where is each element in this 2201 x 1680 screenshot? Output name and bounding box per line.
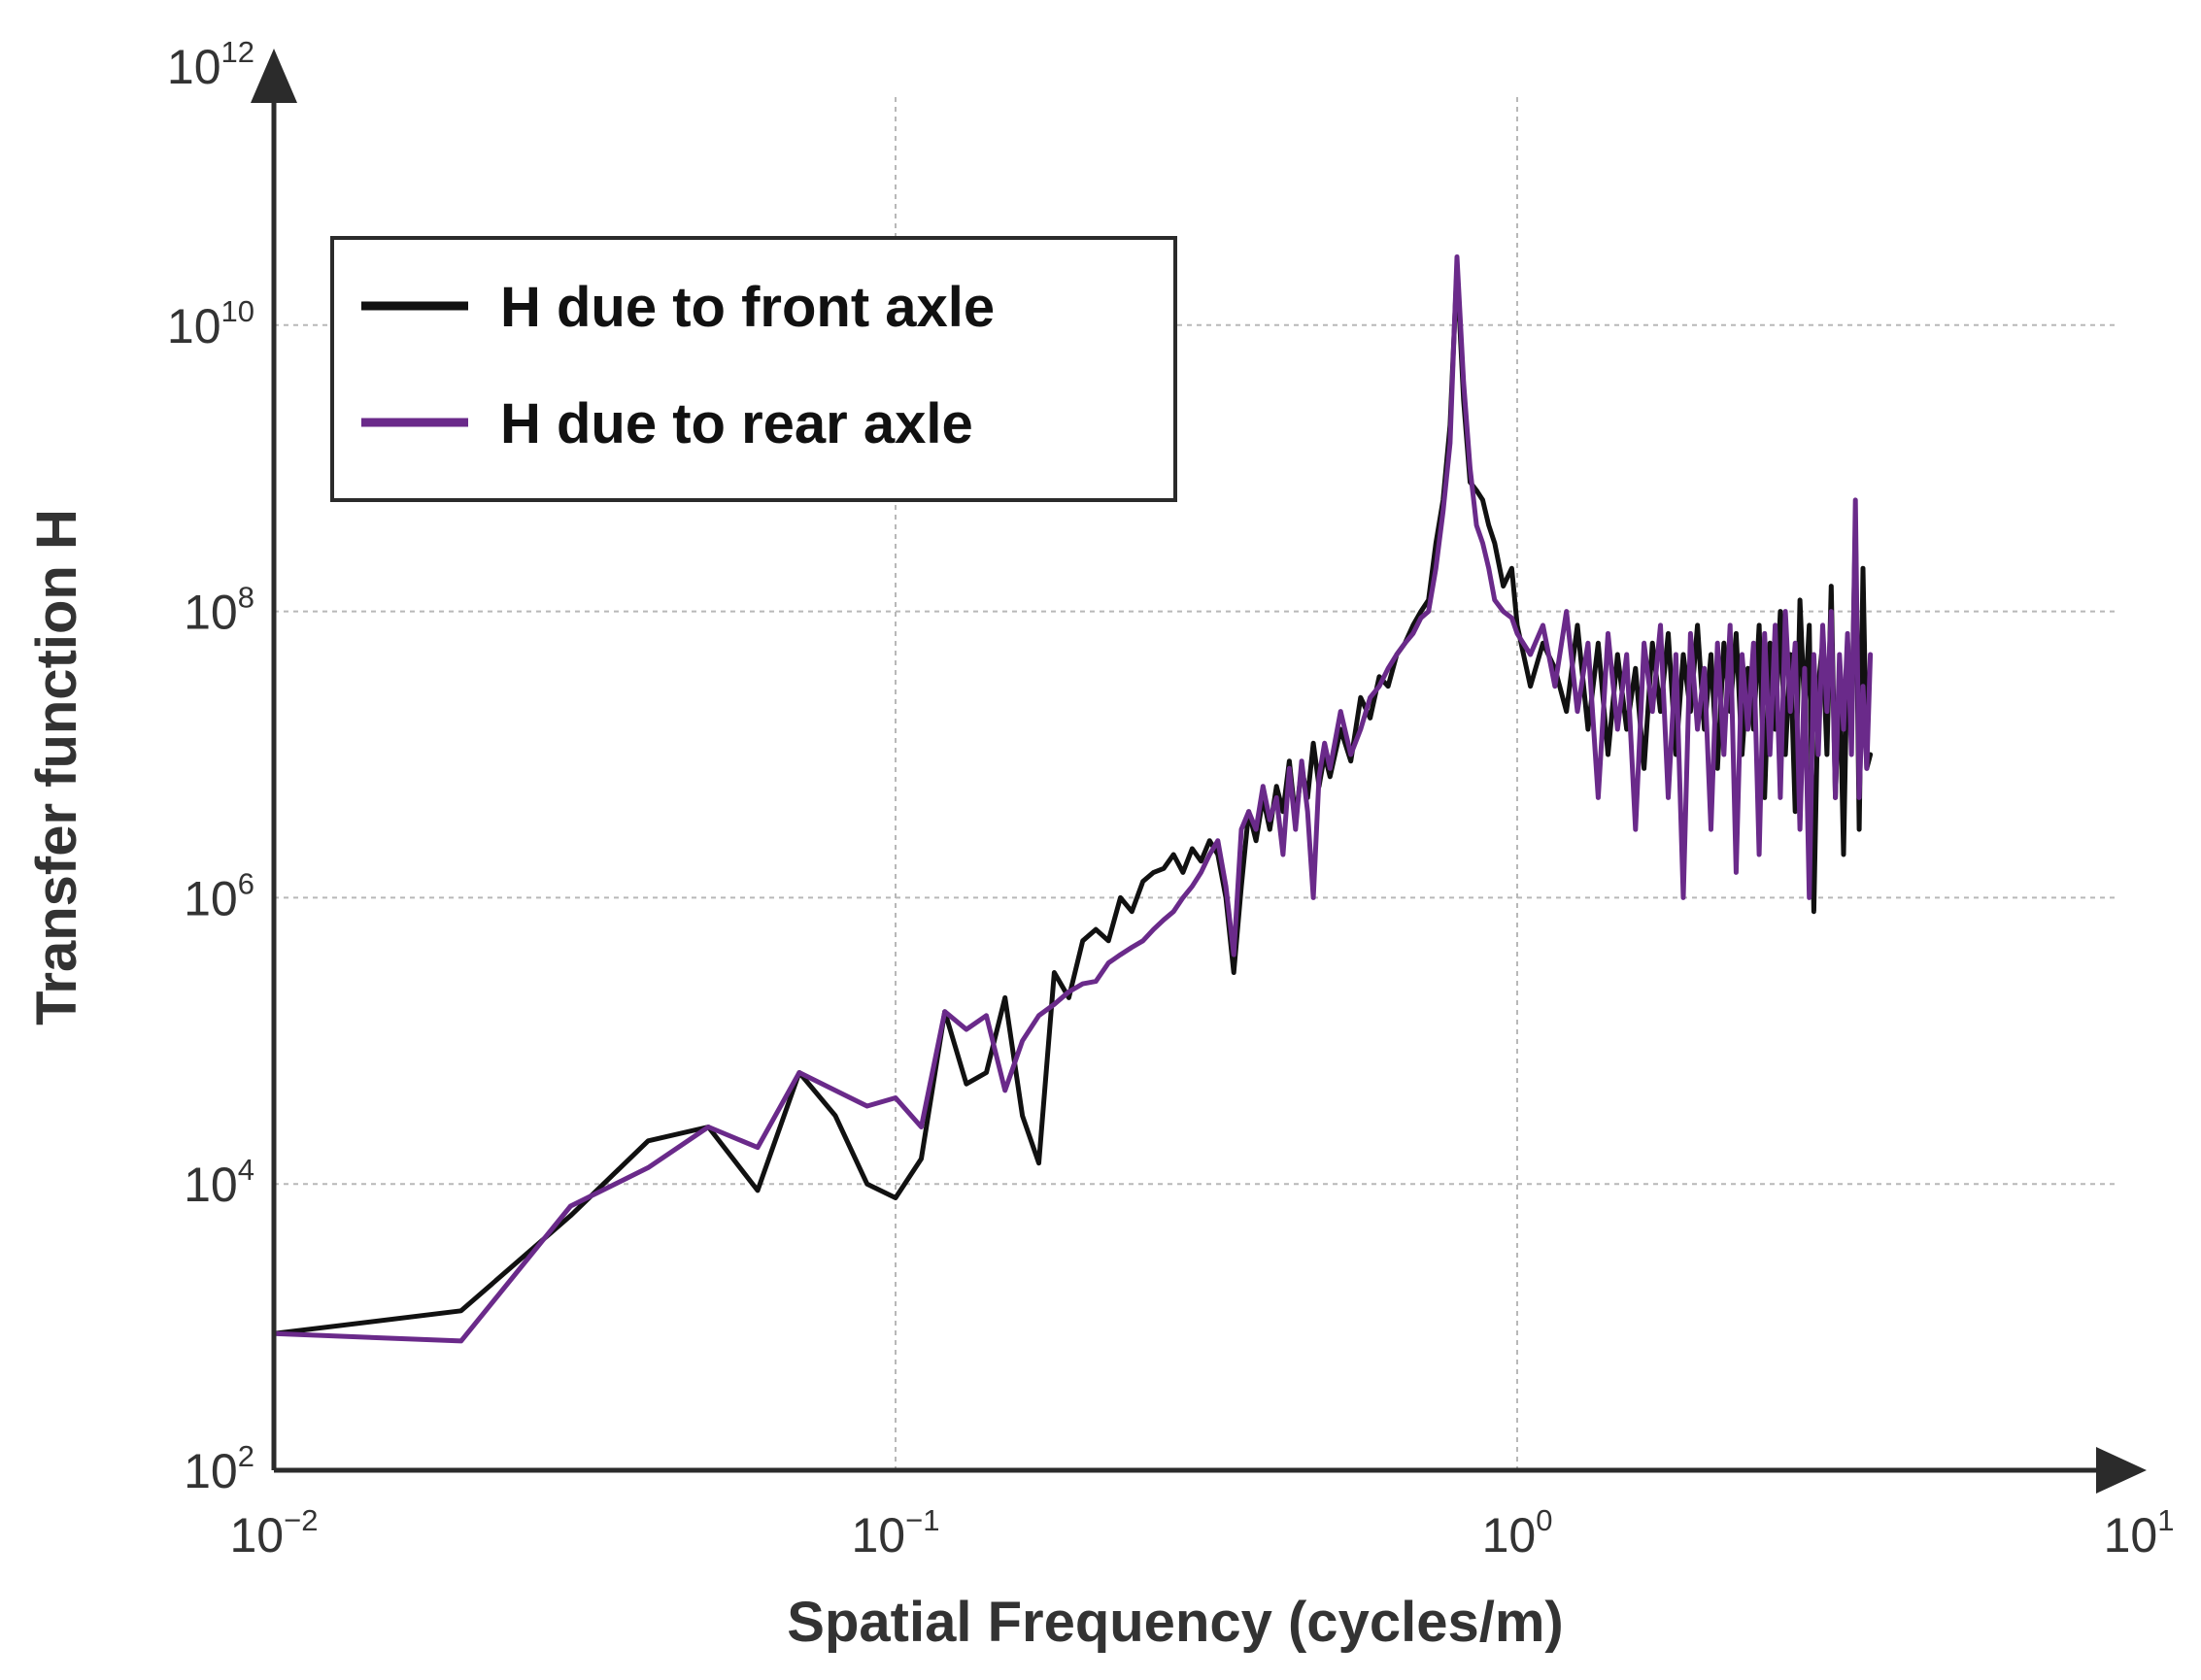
x-axis-title: Spatial Frequency (cycles/m): [787, 1591, 1563, 1654]
y-tick-label: 104: [184, 1153, 254, 1212]
legend: H due to front axle H due to rear axle: [330, 236, 1177, 502]
x-tick-labels: 10−2 10−1 100 101: [230, 1503, 2175, 1562]
legend-label-rear-axle: H due to rear axle: [500, 392, 973, 455]
y-tick-labels: 102 104 106 108 1010 1012: [167, 35, 254, 1498]
x-tick-label: 10−2: [230, 1503, 319, 1562]
x-tick-label: 100: [1482, 1503, 1553, 1562]
y-tick-label: 1012: [167, 35, 254, 94]
series-line-rear-axle: [274, 254, 1874, 1344]
legend-box: [330, 236, 1177, 502]
x-tick-label: 10−1: [852, 1503, 940, 1562]
y-tick-label: 102: [184, 1439, 254, 1498]
y-axis-arrow-icon: [251, 49, 297, 103]
y-tick-label: 1010: [167, 294, 254, 353]
axes: [251, 49, 2147, 1494]
x-tick-label: 101: [2104, 1503, 2175, 1562]
series-group: [274, 254, 1874, 1344]
y-tick-label: 108: [184, 581, 254, 640]
legend-label-front-axle: H due to front axle: [500, 276, 995, 339]
y-axis-title: Transfer function H: [25, 509, 88, 1025]
y-tick-label: 106: [184, 866, 254, 925]
x-axis-arrow-icon: [2096, 1447, 2147, 1494]
